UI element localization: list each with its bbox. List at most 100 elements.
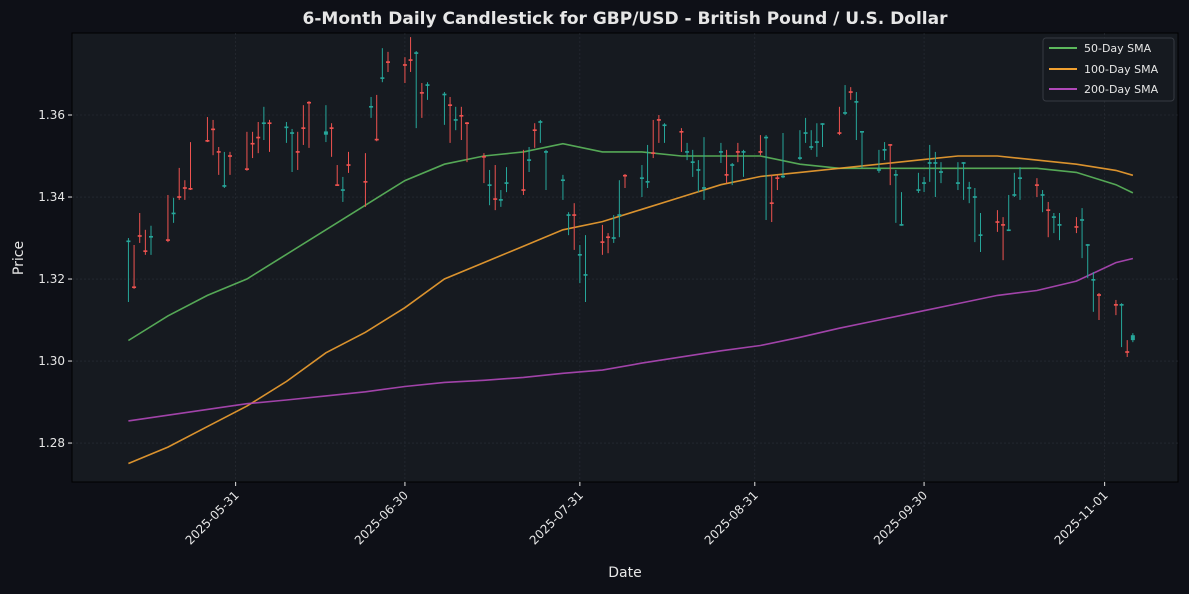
- candle-body: [820, 123, 825, 125]
- candle-body: [250, 142, 255, 145]
- candle: [639, 165, 644, 198]
- candle-body: [978, 234, 983, 236]
- candle-body: [600, 241, 605, 243]
- candle: [781, 133, 785, 179]
- candles: [126, 37, 1135, 357]
- candle-body: [572, 214, 577, 216]
- candle: [769, 174, 774, 223]
- candle: [916, 172, 921, 193]
- candle: [369, 96, 374, 118]
- candle: [380, 48, 385, 83]
- candle-body: [323, 131, 328, 135]
- candle-body: [1046, 209, 1051, 211]
- candle: [374, 94, 379, 142]
- candle-body: [290, 132, 295, 134]
- candle: [1006, 194, 1011, 232]
- candle: [583, 235, 588, 302]
- candle: [132, 244, 137, 289]
- candle-body: [244, 168, 249, 170]
- candle-body: [837, 132, 842, 134]
- candle-body: [340, 189, 345, 191]
- candle-body: [301, 127, 306, 129]
- candle: [854, 92, 859, 141]
- candle: [448, 96, 453, 143]
- candle: [690, 149, 695, 177]
- candle-body: [1006, 229, 1011, 232]
- candle-body: [848, 91, 853, 93]
- candle-body: [402, 64, 407, 66]
- candle-body: [888, 144, 893, 146]
- candle: [205, 117, 210, 143]
- candle-body: [623, 174, 627, 177]
- candle: [1125, 340, 1130, 357]
- candle: [465, 121, 469, 163]
- candle: [363, 153, 368, 207]
- chart-title: 6-Month Daily Candlestick for GBP/USD - …: [303, 9, 949, 29]
- candle: [1051, 213, 1056, 234]
- candle-body: [448, 104, 453, 106]
- candle: [527, 146, 532, 173]
- candle: [256, 121, 261, 154]
- candle: [504, 167, 509, 193]
- candle: [623, 174, 627, 188]
- candle: [1012, 172, 1017, 198]
- candle: [837, 106, 842, 136]
- candle-body: [487, 184, 492, 186]
- candle-body: [927, 162, 932, 164]
- candle: [809, 130, 814, 150]
- candle-body: [222, 185, 227, 187]
- candle: [329, 123, 334, 157]
- candle: [126, 238, 131, 302]
- candle-body: [1125, 351, 1130, 353]
- candle: [250, 131, 255, 159]
- candle: [1001, 217, 1006, 261]
- candle: [656, 115, 661, 143]
- candle: [498, 190, 503, 207]
- candle-body: [922, 182, 927, 184]
- candle-body: [735, 151, 740, 153]
- y-tick-label: 1.32: [38, 272, 65, 286]
- candle-body: [521, 189, 526, 191]
- candle: [764, 135, 769, 220]
- candle-body: [132, 286, 137, 289]
- candle-body: [1051, 216, 1056, 218]
- candle: [216, 146, 221, 175]
- candle-body: [380, 77, 385, 79]
- candle-body: [656, 119, 661, 121]
- candle: [927, 144, 932, 182]
- candle: [803, 117, 808, 143]
- candle-body: [1119, 304, 1124, 306]
- candle-body: [165, 239, 170, 241]
- sma-line-100-day-sma: [128, 155, 1134, 465]
- candle: [1080, 208, 1085, 259]
- candle-body: [493, 198, 498, 200]
- candle-body: [171, 212, 176, 215]
- candle-body: [1080, 219, 1085, 221]
- candle-body: [211, 128, 216, 131]
- candle: [730, 162, 735, 186]
- candle-body: [498, 199, 503, 201]
- candle: [645, 144, 650, 188]
- candle-body: [143, 250, 148, 252]
- candle: [188, 142, 193, 191]
- candle: [860, 131, 864, 168]
- candle: [899, 192, 904, 226]
- candle: [922, 176, 927, 193]
- y-tick-label: 1.30: [38, 354, 65, 368]
- candle-body: [256, 136, 261, 139]
- candle-body: [583, 274, 588, 276]
- candle: [685, 142, 690, 161]
- candle: [1119, 303, 1124, 348]
- candle-body: [854, 101, 859, 103]
- candle-body: [995, 221, 1000, 223]
- candle: [843, 85, 848, 116]
- y-axis-label: Price: [11, 241, 27, 275]
- candle-body: [425, 84, 430, 86]
- candle-body: [408, 59, 413, 61]
- candle-body: [797, 157, 802, 159]
- candle: [978, 213, 983, 252]
- candle: [1040, 190, 1045, 213]
- sma-line-50-day-sma: [127, 142, 1134, 342]
- y-tick-label: 1.28: [38, 436, 65, 450]
- candle-body: [419, 92, 424, 94]
